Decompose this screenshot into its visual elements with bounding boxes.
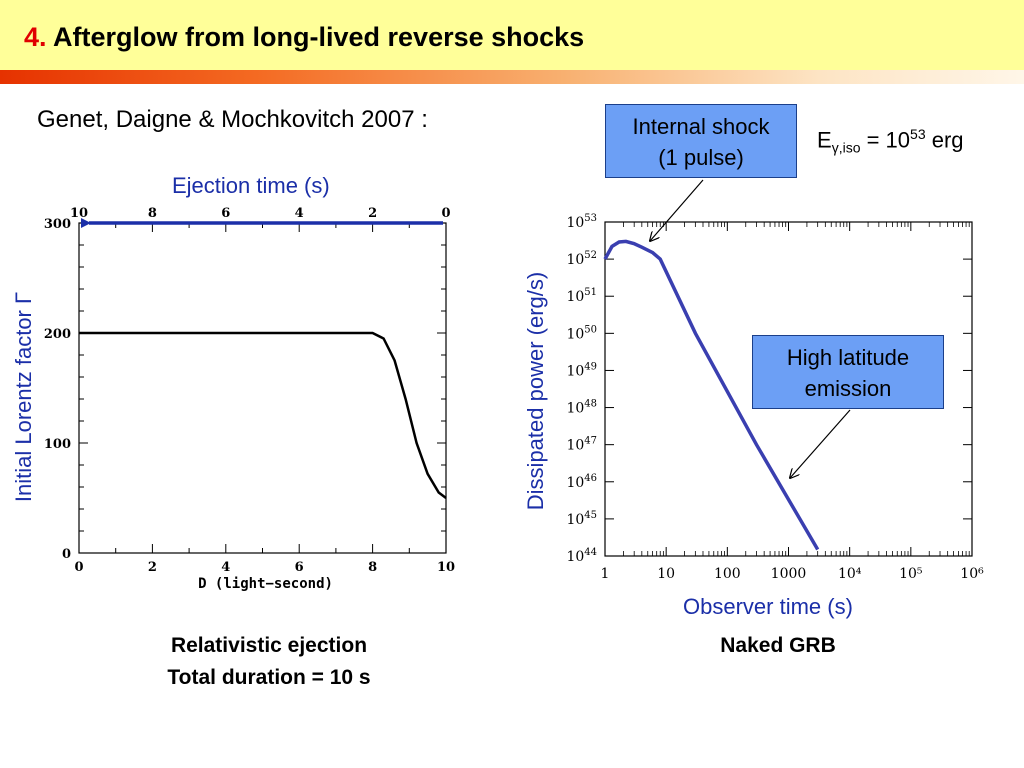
internal-shock-line-1: Internal shock: [632, 114, 770, 139]
y-tick-label: 1044: [566, 547, 597, 565]
top-tick-label: 2: [368, 206, 377, 221]
y-tick-label: 1046: [566, 473, 597, 491]
energy-exponent: 53: [910, 126, 926, 142]
internal-shock-line-2: (1 pulse): [658, 145, 744, 170]
y-tick-label: 1047: [566, 436, 597, 454]
high-latitude-pointer: [790, 409, 851, 478]
top-tick-label: 0: [441, 206, 450, 221]
top-tick-label: 4: [295, 206, 304, 221]
x-tick-label: 10⁵: [899, 566, 923, 582]
right-plot-frame: [604, 221, 973, 557]
left-caption-line-1: Relativistic ejection: [170, 634, 368, 657]
high-latitude-callout: High latitude emission: [752, 335, 944, 409]
top-tick-label: 6: [221, 206, 230, 221]
dissipated-power-curve: [603, 239, 820, 551]
energy-unit: erg: [925, 127, 964, 153]
high-latitude-line-2: emission: [804, 376, 892, 401]
y-tick-label: 1052: [566, 250, 597, 268]
y-tick-label: 200: [44, 327, 71, 342]
ejection-time-label: Ejection time (s): [172, 173, 330, 198]
x-tick-label: 10: [657, 566, 675, 582]
x-tick-label: 10⁴: [838, 566, 862, 582]
internal-shock-callout: Internal shock (1 pulse): [605, 104, 797, 178]
x-tick-label: 8: [368, 560, 377, 575]
observer-time-label: Observer time (s): [683, 594, 853, 619]
energy-subscript: γ,iso: [831, 139, 861, 156]
title-bar: 4. Afterglow from long-lived reverse sho…: [0, 0, 1024, 70]
left-plot-frame: [78, 222, 447, 554]
lorentz-factor-curve: [79, 331, 447, 499]
energy-symbol: E: [817, 127, 832, 153]
x-tick-label: 10⁶: [960, 566, 984, 582]
left-caption-line-2: Total duration = 10 s: [167, 666, 371, 689]
x-tick-label: 1000: [771, 566, 807, 582]
title-gradient-bar: [0, 70, 1024, 84]
top-tick-label: 8: [148, 206, 157, 221]
slide-title-text: Afterglow from long-lived reverse shocks: [53, 22, 585, 52]
x-axis-label: D (light−second): [198, 576, 333, 592]
y-tick-label: 1051: [566, 287, 597, 305]
high-latitude-line-1: High latitude: [786, 345, 910, 370]
top-tick-label: 10: [70, 206, 88, 221]
x-tick-label: 6: [295, 560, 304, 575]
y-tick-label: 300: [44, 217, 71, 232]
internal-shock-pointer: [650, 179, 704, 241]
x-tick-label: 2: [148, 560, 157, 575]
y-tick-label: 1048: [566, 399, 597, 417]
y-tick-label: 1045: [566, 510, 597, 528]
slide-number: 4.: [24, 22, 47, 52]
right-caption: Naked GRB: [720, 634, 836, 657]
x-tick-label: 4: [221, 560, 230, 575]
energy-label: Eγ,iso = 1053 erg: [817, 126, 964, 156]
y-tick-label: 1050: [566, 324, 597, 342]
x-tick-label: 1: [601, 566, 610, 582]
reference-text: Genet, Daigne & Mochkovitch 2007 :: [37, 106, 428, 133]
energy-equals: = 10: [860, 127, 911, 153]
x-tick-label: 10: [437, 560, 455, 575]
y-tick-label: 1049: [566, 361, 597, 379]
y-tick-label: 100: [44, 437, 71, 452]
x-tick-label: 100: [714, 566, 741, 582]
x-tick-label: 0: [74, 560, 83, 575]
y-tick-label: 1053: [566, 213, 597, 231]
y-tick-label: 0: [62, 547, 71, 562]
slide-title: 4. Afterglow from long-lived reverse sho…: [24, 22, 584, 53]
